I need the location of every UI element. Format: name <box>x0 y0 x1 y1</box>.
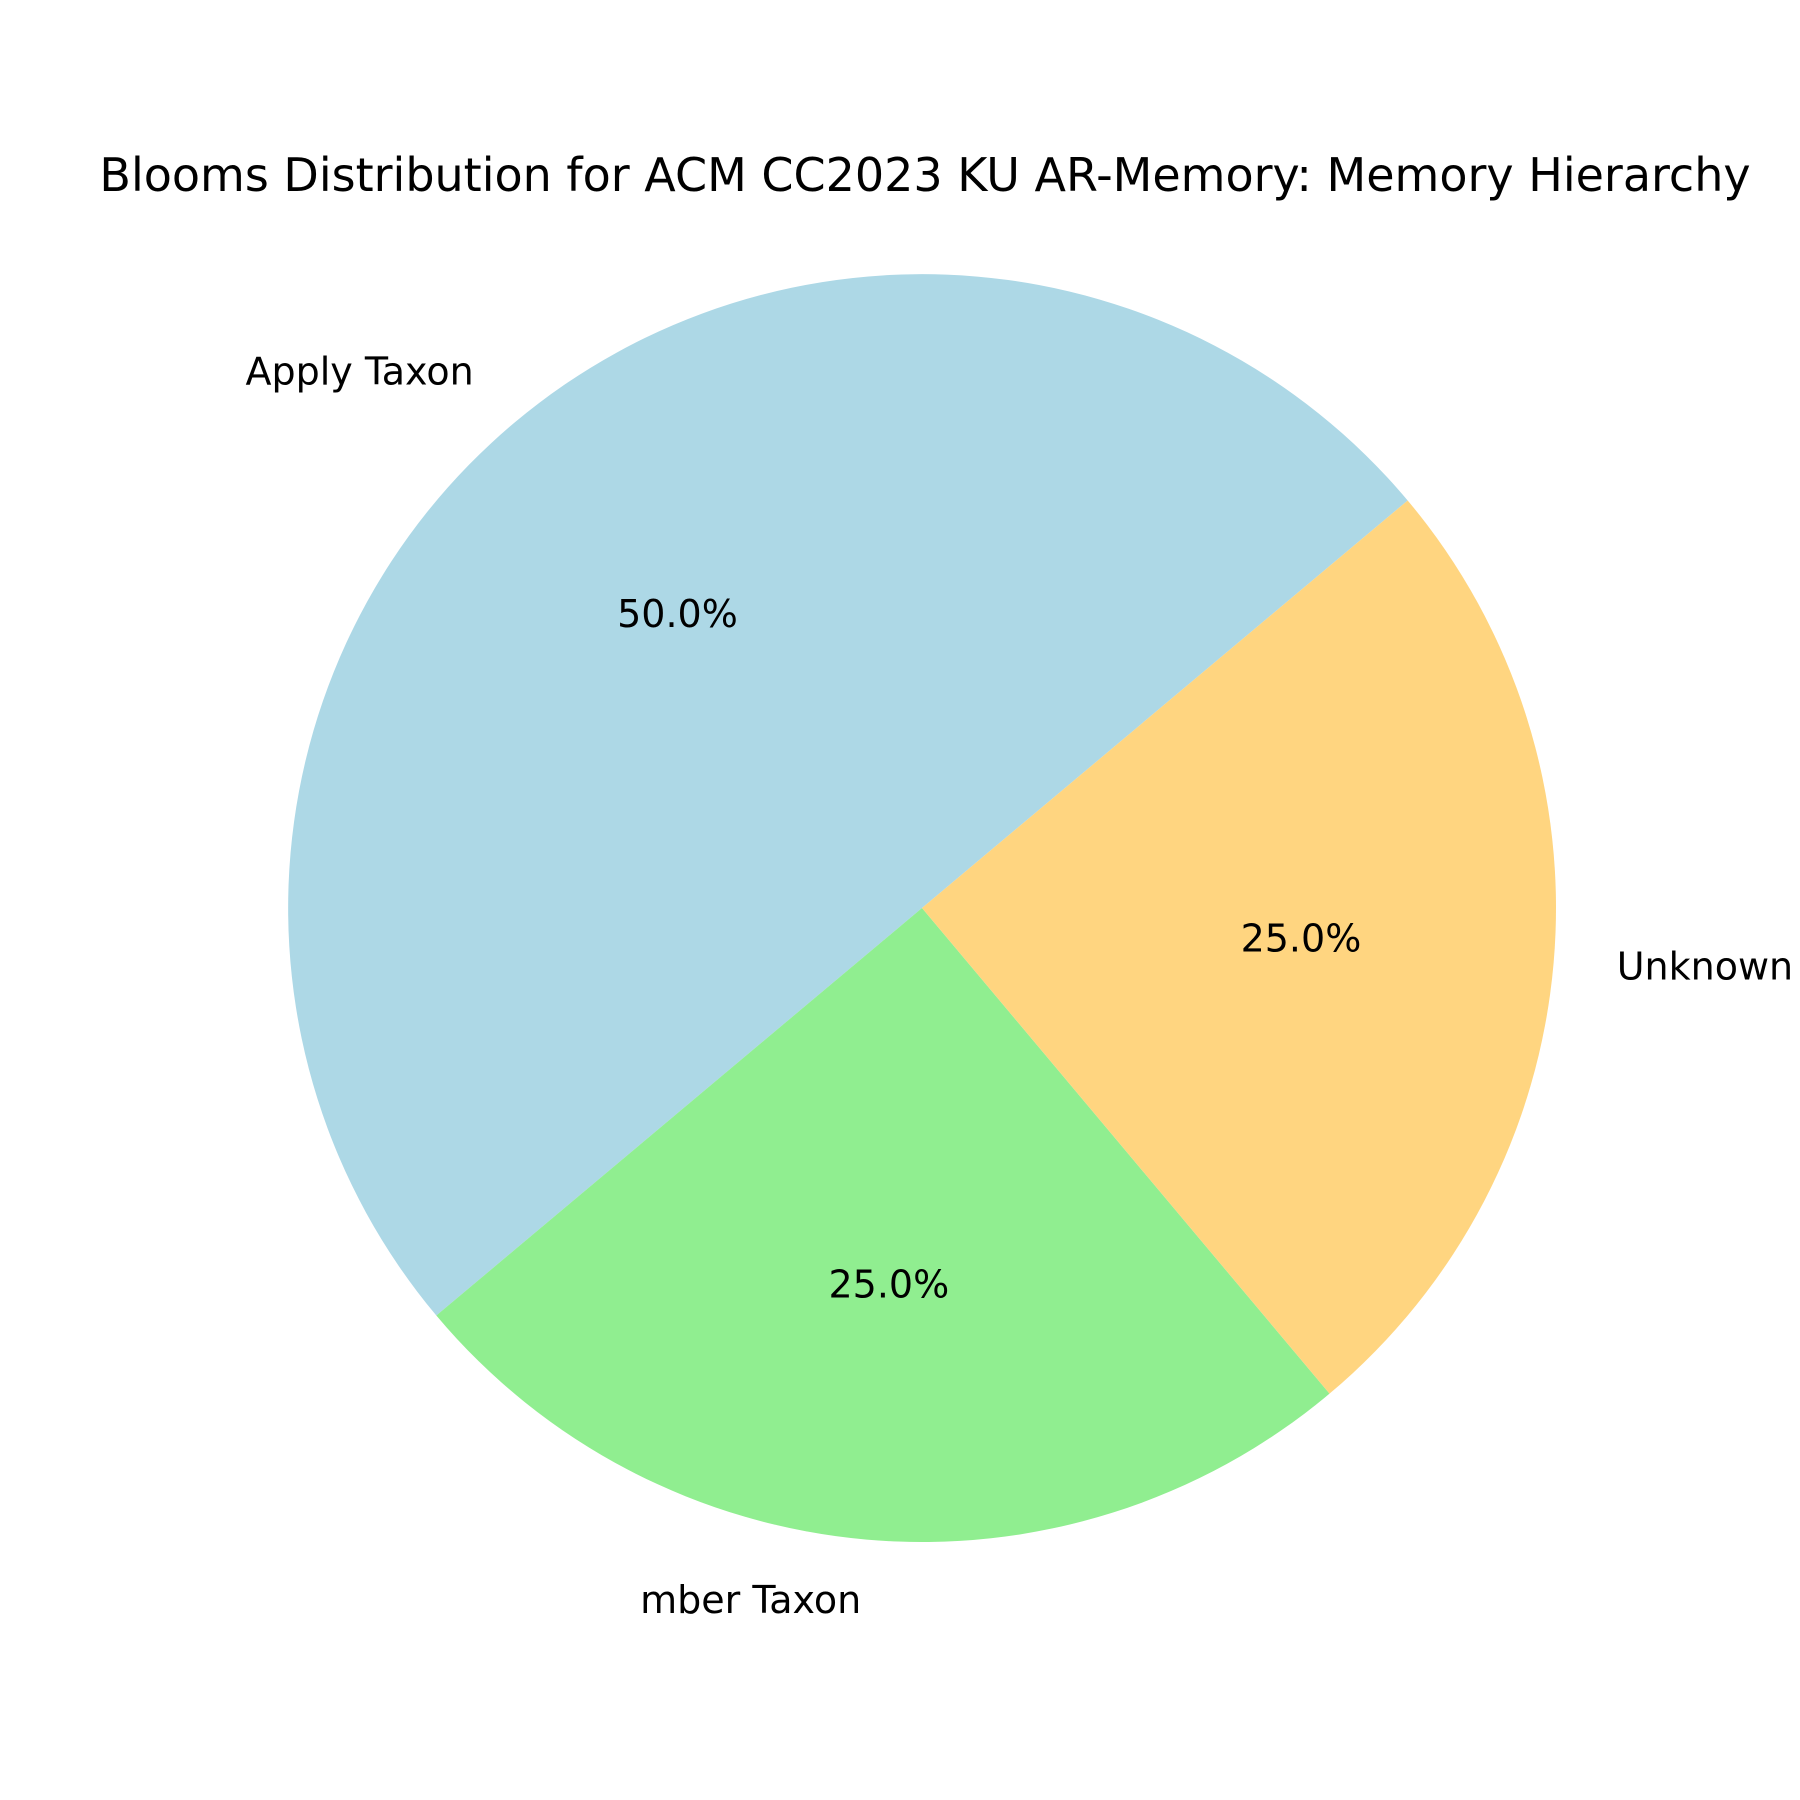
slice-label: Unknown Taxon <box>1617 944 1800 988</box>
pie-slice-unknown-taxon <box>922 500 1556 1394</box>
slice-percent-label: 25.0% <box>1241 917 1362 961</box>
pie-labels: Apply Taxon 50.0% mber Taxon 25.0% Unknown T… <box>245 349 1800 1622</box>
chart-title: Blooms Distribution for ACM CC2023 KU AR… <box>99 148 1750 202</box>
pie-slices <box>288 274 1556 1542</box>
slice-label: Apply Taxon <box>245 349 473 393</box>
slice-label: mber Taxon <box>640 1578 861 1622</box>
slice-percent-label: 50.0% <box>617 592 738 636</box>
pie-slice-apply-taxon <box>288 274 1408 1316</box>
slice-percent-label: 25.0% <box>828 1262 949 1306</box>
pie-slice-remember-taxon <box>436 908 1330 1542</box>
